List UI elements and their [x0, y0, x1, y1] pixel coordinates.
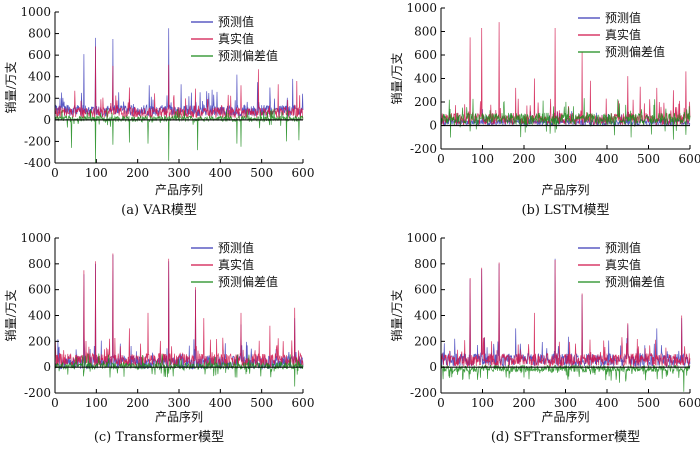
- x-tick-label: 300: [168, 166, 191, 180]
- legend-label: 真实值: [218, 257, 254, 272]
- y-tick-label: 600: [414, 48, 437, 62]
- y-tick-label: 200: [28, 334, 51, 348]
- x-tick-label: 200: [126, 396, 149, 410]
- y-tick-label: -200: [410, 142, 437, 156]
- panel-caption: (d) SFTransformer模型: [491, 430, 640, 445]
- legend-label: 真实值: [605, 27, 641, 42]
- x-tick-label: 600: [292, 396, 315, 410]
- x-tick-label: 300: [554, 396, 577, 410]
- y-tick-label: 800: [28, 257, 51, 271]
- y-tick-label: 400: [28, 70, 51, 84]
- x-tick-label: 100: [85, 396, 108, 410]
- x-axis-label: 产品序列: [155, 409, 203, 424]
- series-line-deviation: [440, 364, 691, 392]
- y-tick-label: 400: [28, 309, 51, 323]
- x-tick-label: 600: [679, 152, 700, 166]
- y-tick-label: 600: [28, 48, 51, 62]
- x-tick-label: 100: [471, 152, 494, 166]
- x-axis-label: 产品序列: [541, 182, 589, 197]
- y-tick-label: 0: [429, 119, 437, 133]
- legend-label: 预测值: [218, 14, 254, 29]
- y-tick-label: 0: [43, 113, 51, 127]
- y-axis-label: 销量/万支: [4, 61, 18, 113]
- y-tick-label: 400: [414, 72, 437, 86]
- y-axis-label: 销量/万支: [390, 52, 404, 104]
- legend-label: 预测值: [605, 10, 641, 25]
- legend-label: 预测偏差值: [218, 48, 278, 63]
- legend-label: 预测偏差值: [605, 44, 665, 59]
- y-tick-label: -200: [24, 386, 51, 400]
- series-line-actual: [54, 253, 304, 368]
- x-tick-label: 300: [168, 396, 191, 410]
- series-line-predicted: [54, 254, 304, 371]
- legend-label: 真实值: [605, 257, 641, 272]
- y-axis-label: 销量/万支: [4, 289, 18, 341]
- x-tick-label: 400: [596, 152, 619, 166]
- y-tick-label: 200: [414, 334, 437, 348]
- x-axis-label: 产品序列: [155, 182, 203, 197]
- series-line-deviation: [440, 98, 691, 140]
- y-axis-label: 销量/万支: [390, 289, 404, 341]
- y-tick-label: 200: [28, 91, 51, 105]
- legend-label: 预测偏差值: [605, 274, 665, 289]
- x-axis-label: 产品序列: [541, 409, 589, 424]
- y-tick-label: 1000: [20, 5, 51, 19]
- y-tick-label: 800: [28, 27, 51, 41]
- legend-label: 预测值: [605, 240, 641, 255]
- x-tick-label: 100: [85, 166, 108, 180]
- x-tick-label: 400: [209, 396, 232, 410]
- y-tick-label: 600: [28, 283, 51, 297]
- legend-label: 预测偏差值: [218, 274, 278, 289]
- series-line-predicted: [54, 28, 304, 117]
- y-tick-label: 400: [414, 309, 437, 323]
- y-tick-label: -200: [410, 386, 437, 400]
- x-tick-label: 300: [554, 152, 577, 166]
- chart-panel-a: -400 -200 0 200 400 600 800 1000 0 100 200 300 400 50…: [4, 5, 314, 218]
- x-tick-label: 0: [51, 396, 59, 410]
- y-tick-label: 800: [414, 25, 437, 39]
- y-tick-label: -400: [24, 156, 51, 170]
- x-tick-label: 100: [471, 396, 494, 410]
- panel-caption: (c) Transformer模型: [94, 430, 224, 445]
- y-tick-label: 0: [43, 360, 51, 374]
- panel-caption: (b) LSTM模型: [521, 203, 609, 218]
- x-tick-label: 200: [513, 396, 536, 410]
- y-tick-label: -200: [24, 134, 51, 148]
- x-tick-label: 600: [292, 166, 315, 180]
- x-tick-label: 600: [679, 396, 700, 410]
- y-tick-label: 600: [414, 283, 437, 297]
- x-tick-label: 0: [437, 396, 445, 410]
- x-tick-label: 200: [126, 166, 149, 180]
- y-tick-label: 1000: [20, 231, 51, 245]
- y-tick-label: 0: [429, 360, 437, 374]
- y-tick-label: 1000: [406, 1, 437, 15]
- y-tick-label: 1000: [406, 231, 437, 245]
- x-tick-label: 500: [250, 166, 273, 180]
- legend-label: 预测值: [218, 240, 254, 255]
- x-tick-label: 0: [51, 166, 59, 180]
- x-tick-label: 400: [209, 166, 232, 180]
- legend-label: 真实值: [218, 31, 254, 46]
- x-tick-label: 500: [250, 396, 273, 410]
- y-tick-label: 800: [414, 257, 437, 271]
- series-line-actual: [440, 259, 691, 368]
- x-tick-label: 0: [437, 152, 445, 166]
- y-tick-label: 200: [414, 95, 437, 109]
- x-tick-label: 500: [637, 396, 660, 410]
- x-tick-label: 400: [596, 396, 619, 410]
- x-tick-label: 500: [637, 152, 660, 166]
- x-tick-label: 200: [513, 152, 536, 166]
- panel-caption: (a) VAR模型: [121, 203, 197, 218]
